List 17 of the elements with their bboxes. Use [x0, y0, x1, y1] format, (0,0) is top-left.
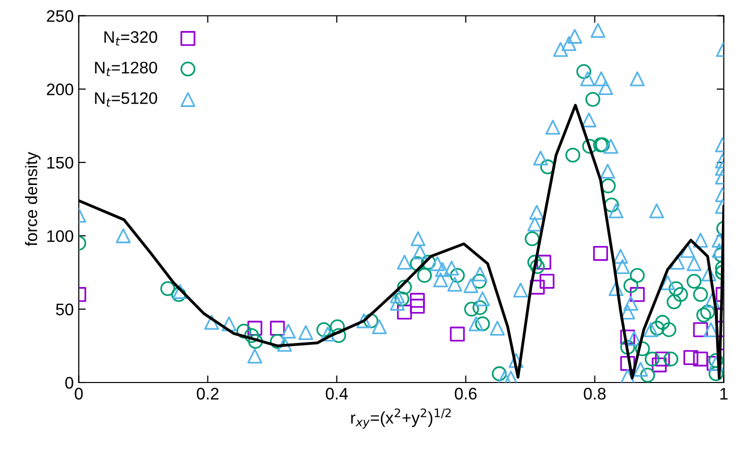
y-tick-label: 50 — [56, 304, 74, 316]
y-tick-label: 0 — [65, 376, 74, 389]
x-tick-label: 0.2 — [196, 388, 218, 400]
y-tick-label: 200 — [46, 84, 74, 96]
x-tick-label: 1 — [720, 388, 728, 400]
x-tick-label: 0.8 — [584, 388, 606, 400]
y-tick-label: 150 — [47, 156, 74, 169]
y-tick-label: 250 — [46, 10, 74, 22]
x-tick-label: 0.4 — [326, 388, 348, 400]
y-axis-title: force density — [24, 152, 41, 246]
x-tick-label: 0.6 — [454, 388, 477, 400]
x-axis-title: r$_{xy}$=(x$^{2}$+y$^{2}$)$^{1/2}$ — [351, 408, 451, 429]
legend-label: N$_{t}$=1280 — [95, 62, 158, 76]
y-tick-label: 100 — [47, 230, 74, 242]
legend-label: N$_{t}$=320 — [104, 31, 158, 46]
legend-label: N$_{t}$=5120 — [95, 92, 158, 107]
x-tick-label: 0 — [74, 388, 83, 400]
